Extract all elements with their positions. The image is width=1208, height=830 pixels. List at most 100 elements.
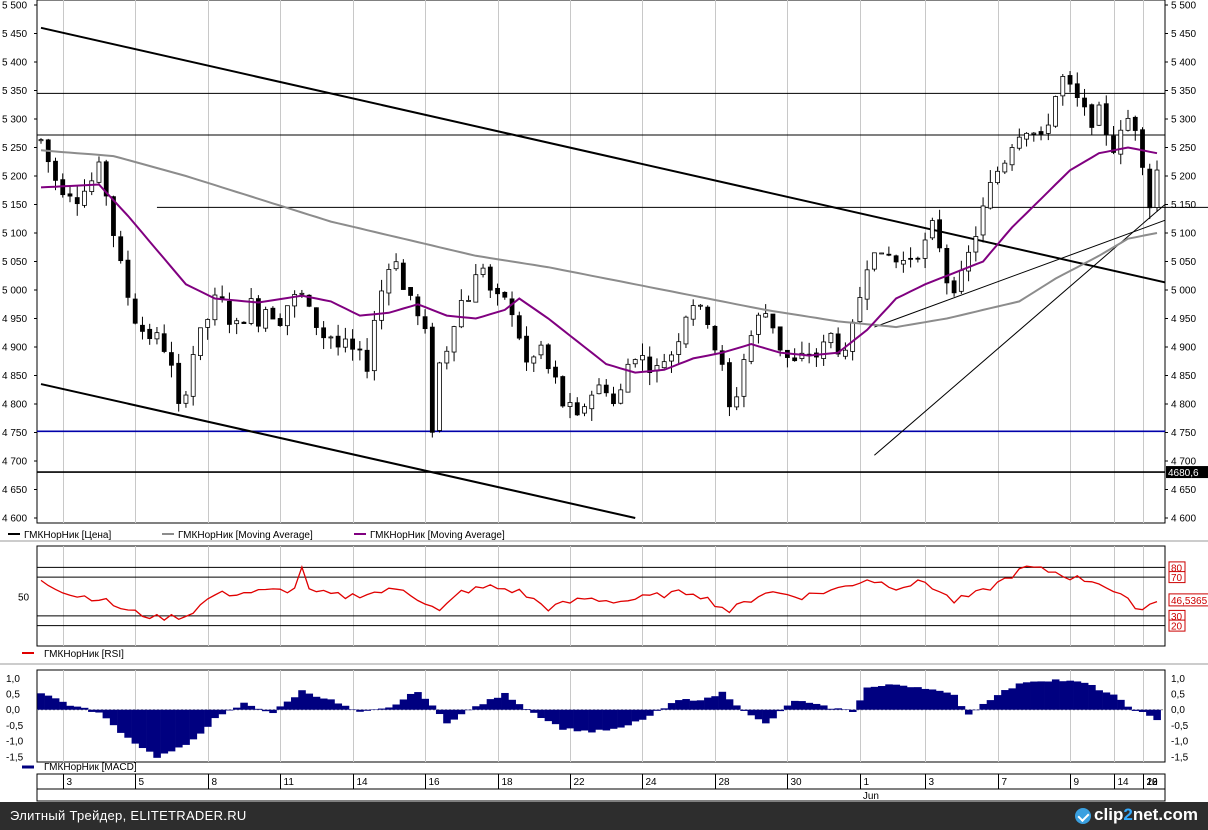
candle-body — [1125, 117, 1131, 131]
price-legend: ГМКНорНик [Цена] ГМКНорНик [Moving Averag… — [8, 530, 505, 541]
candle-body — [38, 139, 44, 142]
source-credit: Элитный Трейдер, ELITETRADER.RU — [10, 808, 247, 823]
trendline — [40, 26, 1165, 284]
macd-bar — [204, 709, 212, 727]
macd-bar — [240, 702, 248, 710]
macd-bar — [102, 709, 111, 719]
macd-bar — [88, 709, 96, 712]
macd-bar — [435, 709, 444, 715]
footer-bar: Элитный Трейдер, ELITETRADER.RU clip2net… — [0, 802, 1208, 830]
last-value-label: 4680,6 — [1168, 468, 1199, 479]
macd-bar — [827, 708, 835, 710]
candle-body — [893, 255, 899, 263]
macd-bar — [312, 696, 321, 710]
macd-bar — [356, 709, 364, 712]
x-tick-label: 5 — [139, 777, 145, 788]
macd-bar — [573, 709, 582, 732]
macd-bar — [1088, 684, 1096, 710]
macd-bar — [124, 709, 132, 738]
macd-bar — [1102, 692, 1111, 710]
candle-body — [176, 362, 182, 404]
horizontal-levels: 4680,6 — [37, 92, 1208, 479]
candle-body — [705, 306, 711, 325]
rsi-level-label: 20 — [1171, 622, 1183, 633]
x-tick-label: 7 — [1002, 777, 1008, 788]
x-tick-label: 11 — [284, 777, 295, 788]
macd-bar — [283, 701, 292, 710]
candle-body — [842, 349, 848, 357]
y-tick-label-right: 5 050 — [1171, 257, 1196, 268]
macd-bar — [617, 709, 625, 728]
macd-bar — [986, 700, 995, 710]
candle-body — [82, 190, 87, 206]
macd-bar — [899, 685, 908, 710]
candle-body — [1060, 76, 1066, 97]
macd-legend-label: ГМКНорНик [MACD] — [44, 762, 137, 773]
candle-body — [929, 220, 935, 239]
candle-body — [937, 219, 942, 249]
macd-y-tick-label-right: 0,0 — [1171, 705, 1185, 716]
candle-body — [408, 287, 413, 296]
x-tick-label: 14 — [1118, 777, 1130, 788]
macd-bar — [1001, 690, 1009, 710]
x-month-label: Jun — [863, 791, 879, 802]
x-tick-label: 22 — [1147, 777, 1159, 788]
macd-bar — [392, 704, 401, 710]
trendline — [874, 203, 1165, 456]
macd-bar — [740, 709, 748, 711]
macd-bar — [711, 696, 719, 710]
x-tick-label: 1 — [864, 777, 870, 788]
candle-body — [140, 324, 145, 332]
candle-body — [879, 252, 885, 255]
y-tick-label-left: 4 900 — [2, 343, 27, 354]
y-tick-label-right: 5 450 — [1171, 29, 1196, 40]
macd-bar — [175, 709, 183, 748]
candle-body — [567, 402, 573, 407]
macd-y-tick-label-right: 0,5 — [1171, 690, 1185, 701]
candle-body — [350, 338, 356, 350]
macd-bar — [914, 687, 922, 710]
y-tick-label-right: 4 700 — [1171, 457, 1196, 468]
candle-body — [618, 389, 624, 404]
candle-body — [661, 361, 667, 369]
macd-bar — [269, 709, 277, 714]
macd-bar — [972, 709, 980, 711]
macd-bar — [834, 708, 843, 710]
macd-panel: 1,0 1,0 0,5 0,5 0,0 0,0 -0,5 -0,5 -1,0 -1,0 -1,5 -1… — [6, 674, 1189, 773]
candle-body — [53, 160, 58, 181]
macd-bar — [464, 709, 473, 711]
candle-body — [1154, 169, 1160, 208]
candle-body — [603, 384, 609, 394]
brand-tail-text: net.com — [1132, 805, 1198, 824]
x-tick-label: 18 — [502, 777, 514, 788]
candle-body — [241, 321, 247, 324]
macd-bar — [320, 698, 328, 710]
trendline — [874, 219, 1165, 328]
y-tick-label-left: 5 100 — [2, 229, 27, 240]
rsi-center-label: 50 — [18, 593, 30, 604]
macd-bar — [182, 709, 190, 745]
macd-bar — [943, 692, 951, 710]
macd-bar — [791, 700, 799, 710]
x-tick-label: 8 — [212, 777, 218, 788]
last-value-box — [1166, 466, 1208, 479]
brand-watermark: clip2net.com — [1075, 805, 1198, 825]
macd-bar — [588, 709, 596, 733]
macd-bar — [725, 699, 734, 710]
candle-body — [1053, 96, 1058, 127]
candle-body — [915, 257, 921, 260]
candle-body — [364, 349, 370, 372]
candle-body — [444, 350, 450, 364]
x-tick-label: 14 — [357, 777, 369, 788]
legend-label: ГМКНорНик [Moving Average] — [370, 530, 505, 541]
candle-body — [951, 280, 957, 294]
macd-bar — [341, 705, 350, 710]
candle-body — [495, 287, 500, 295]
candle-body — [1111, 135, 1116, 153]
macd-bar — [646, 709, 654, 716]
y-tick-label-left: 5 400 — [2, 58, 27, 69]
macd-bar — [580, 709, 589, 731]
macd-bar — [863, 687, 872, 710]
macd-bar — [993, 695, 1002, 710]
macd-bar — [957, 706, 966, 710]
